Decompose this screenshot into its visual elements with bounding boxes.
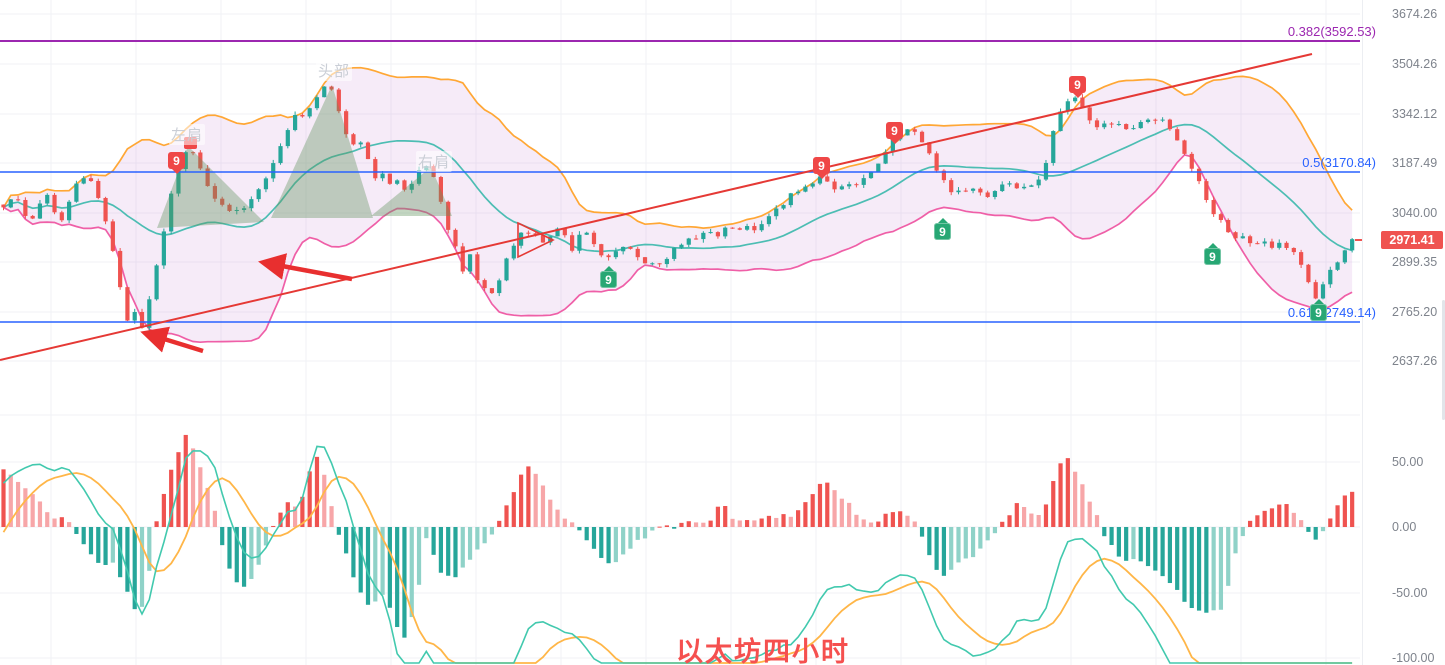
annotation-arrow	[258, 253, 353, 282]
pattern-triangle	[371, 167, 452, 216]
pattern-triangle	[271, 85, 373, 218]
candles	[1, 85, 1355, 331]
trend-line	[0, 53, 1313, 361]
bollinger-upper-band	[2, 66, 1353, 229]
macd-line	[2, 445, 1353, 664]
macd-panel	[1, 434, 1355, 664]
bollinger-fill	[3, 67, 1353, 343]
annotation-arrow	[140, 326, 204, 354]
bollinger-middle-band	[3, 123, 1353, 253]
bollinger-lower-band	[3, 153, 1353, 344]
price-axis[interactable]	[1362, 0, 1445, 665]
